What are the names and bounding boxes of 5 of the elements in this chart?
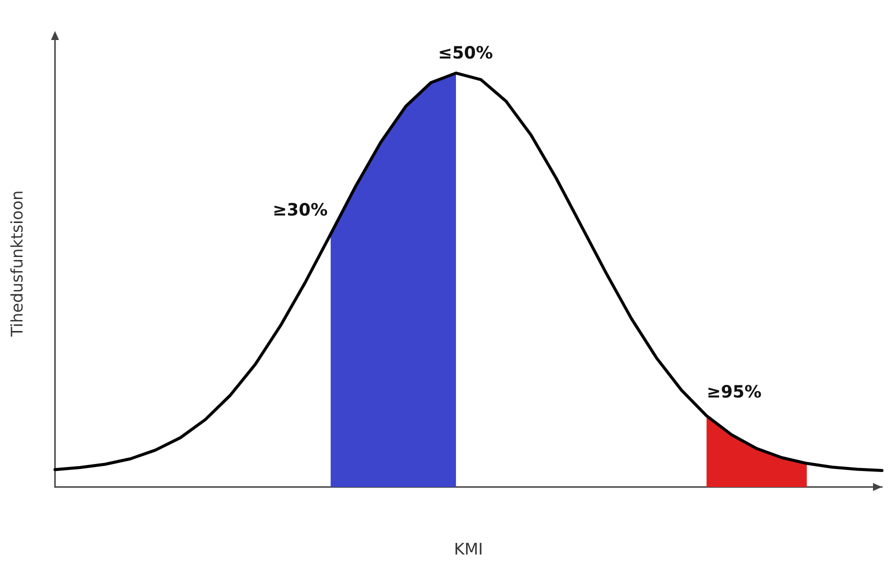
annotation: ≥30% — [272, 200, 328, 221]
x-axis-title: KMI — [454, 540, 484, 558]
text: ≤50% — [438, 44, 493, 64]
y-axis-title: Tihedusfunktsioon — [8, 190, 26, 338]
annotation: ≥95% — [706, 382, 762, 402]
